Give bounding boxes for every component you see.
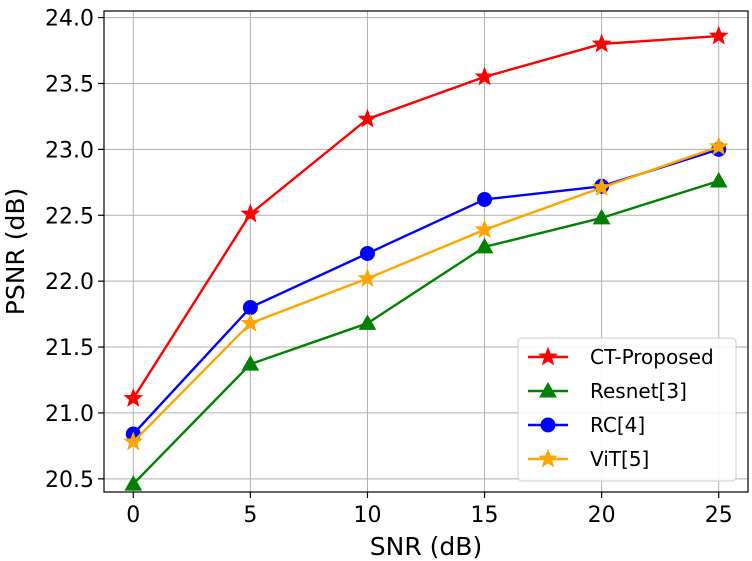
- star-marker: [123, 388, 144, 407]
- star-marker: [240, 312, 261, 332]
- series-line: [132, 145, 720, 443]
- legend: CT-Proposed Resnet[3] RC[4] ViT[5]: [517, 337, 737, 482]
- y-tick-label: 21.5: [45, 336, 94, 361]
- series-line: [132, 34, 719, 400]
- plot-frame: [103, 10, 749, 493]
- star-marker: [538, 448, 558, 468]
- y-tick-label: 23.0: [45, 138, 94, 163]
- star-marker: [357, 108, 378, 128]
- series-layer: [123, 25, 729, 491]
- star-marker: [591, 33, 612, 53]
- star-marker: [538, 346, 558, 366]
- axis-ticks: 0 5 10 15 20 25 20.5 21.0 21.5 22.0 22.5 23.0 23.5 24…: [45, 7, 733, 528]
- star-marker: [708, 136, 729, 156]
- y-axis-label: PSNR (dB): [1, 188, 30, 316]
- series-vit-5: [123, 136, 729, 451]
- legend-item: Resnet[3]: [528, 379, 687, 403]
- star-marker: [474, 66, 495, 86]
- triangle-marker: [358, 314, 377, 330]
- triangle-marker: [539, 381, 557, 398]
- circle-marker: [242, 300, 258, 316]
- circle-marker: [540, 417, 556, 433]
- legend-box: [517, 337, 737, 482]
- legend-label: Resnet[3]: [590, 379, 687, 403]
- legend-item: ViT[5]: [528, 447, 649, 471]
- star-marker: [474, 219, 495, 239]
- legend-item: CT-Proposed: [528, 345, 714, 369]
- y-tick-label: 21.0: [45, 402, 94, 427]
- circle-marker: [359, 245, 375, 261]
- star-marker: [240, 203, 261, 223]
- x-tick-label: 5: [243, 503, 257, 528]
- legend-label: RC[4]: [590, 413, 645, 437]
- triangle-marker: [475, 237, 494, 254]
- series-line: [132, 179, 720, 485]
- series-ct-proposed: [123, 25, 729, 407]
- star-marker: [357, 268, 378, 287]
- star-marker: [123, 431, 144, 451]
- x-tick-label: 20: [588, 503, 616, 528]
- star-marker: [591, 177, 612, 197]
- series-resnet-3: [124, 171, 728, 491]
- x-axis-label: SNR (dB): [370, 532, 482, 561]
- y-tick-label: 20.5: [45, 468, 94, 493]
- triangle-marker: [709, 171, 728, 188]
- triangle-marker: [592, 208, 611, 225]
- legend-item: RC[4]: [528, 413, 645, 437]
- star-marker: [708, 25, 729, 45]
- grid-lines: [104, 11, 748, 492]
- y-tick-label: 24.0: [45, 7, 94, 32]
- triangle-marker: [124, 475, 143, 491]
- legend-label: CT-Proposed: [590, 345, 714, 369]
- x-tick-label: 25: [705, 503, 733, 528]
- y-tick-label: 23.5: [45, 72, 94, 97]
- legend-label: ViT[5]: [590, 447, 649, 471]
- x-tick-label: 0: [126, 503, 140, 528]
- y-tick-label: 22.5: [45, 204, 94, 229]
- x-tick-label: 15: [471, 503, 499, 528]
- x-tick-label: 10: [353, 503, 381, 528]
- triangle-marker: [241, 355, 260, 371]
- y-tick-label: 22.0: [45, 270, 94, 295]
- circle-marker: [477, 191, 493, 207]
